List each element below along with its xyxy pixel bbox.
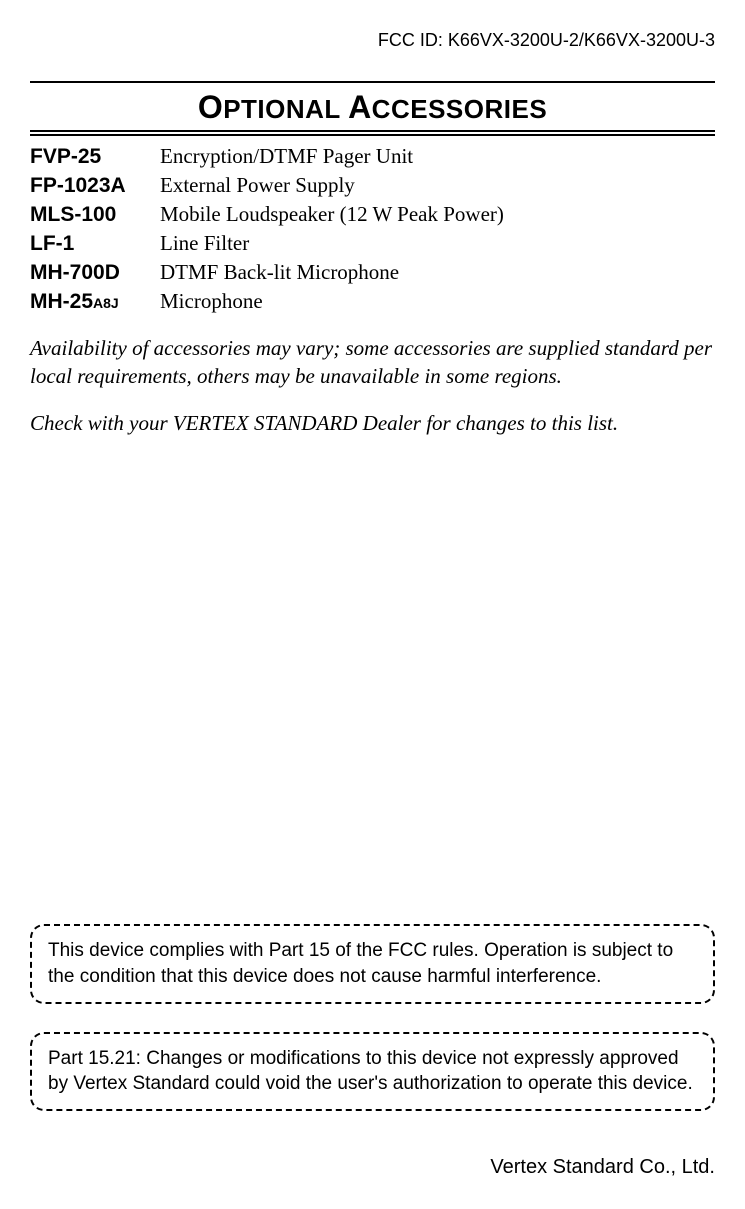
compliance-section: This device complies with Part 15 of the… bbox=[30, 924, 715, 1139]
accessory-desc: Line Filter bbox=[160, 229, 715, 258]
table-row: MH-25A8J Microphone bbox=[30, 287, 715, 316]
accessory-label: MLS-100 bbox=[30, 200, 160, 229]
accessory-label: FP-1023A bbox=[30, 171, 160, 200]
fcc-part15-21-box: Part 15.21: Changes or modifications to … bbox=[30, 1032, 715, 1111]
accessory-suffix: A8J bbox=[93, 295, 119, 311]
section-title: OPTIONAL ACCESSORIES bbox=[30, 89, 715, 126]
table-row: MH-700D DTMF Back-lit Microphone bbox=[30, 258, 715, 287]
accessory-label: FVP-25 bbox=[30, 142, 160, 171]
title-cap-1: O bbox=[198, 89, 223, 125]
fcc-part15-box: This device complies with Part 15 of the… bbox=[30, 924, 715, 1003]
availability-note: Availability of accessories may vary; so… bbox=[30, 334, 715, 391]
accessory-label-text: LF-1 bbox=[30, 232, 74, 255]
accessory-label-text: MH-25 bbox=[30, 290, 93, 313]
accessory-label-text: MH-700D bbox=[30, 261, 120, 284]
accessory-label-text: MLS-100 bbox=[30, 203, 116, 226]
accessory-desc: DTMF Back-lit Microphone bbox=[160, 258, 715, 287]
title-rest-2: CCESSORIES bbox=[372, 94, 548, 124]
section-title-rule: OPTIONAL ACCESSORIES bbox=[30, 81, 715, 132]
accessory-label-text: FVP-25 bbox=[30, 145, 101, 168]
accessory-desc: External Power Supply bbox=[160, 171, 715, 200]
check-dealer-note: Check with your VERTEX STANDARD Dealer f… bbox=[30, 409, 715, 437]
accessory-desc: Encryption/DTMF Pager Unit bbox=[160, 142, 715, 171]
accessory-desc: Microphone bbox=[160, 287, 715, 316]
accessory-table: FVP-25 Encryption/DTMF Pager Unit FP-102… bbox=[30, 142, 715, 316]
company-name: Vertex Standard Co., Ltd. bbox=[30, 1156, 715, 1179]
fcc-id-header: FCC ID: K66VX-3200U-2/K66VX-3200U-3 bbox=[30, 30, 715, 51]
accessory-label: MH-25A8J bbox=[30, 287, 160, 316]
section-under-rule bbox=[30, 134, 715, 136]
accessory-desc: Mobile Loudspeaker (12 W Peak Power) bbox=[160, 200, 715, 229]
accessory-label-text: FP-1023A bbox=[30, 174, 126, 197]
title-rest-1: PTIONAL bbox=[223, 94, 348, 124]
footer: Vertex Standard Co., Ltd. bbox=[30, 1146, 715, 1179]
accessory-label: MH-700D bbox=[30, 258, 160, 287]
title-cap-2: A bbox=[348, 89, 372, 125]
table-row: FVP-25 Encryption/DTMF Pager Unit bbox=[30, 142, 715, 171]
table-row: FP-1023A External Power Supply bbox=[30, 171, 715, 200]
table-row: LF-1 Line Filter bbox=[30, 229, 715, 258]
accessory-label: LF-1 bbox=[30, 229, 160, 258]
table-row: MLS-100 Mobile Loudspeaker (12 W Peak Po… bbox=[30, 200, 715, 229]
